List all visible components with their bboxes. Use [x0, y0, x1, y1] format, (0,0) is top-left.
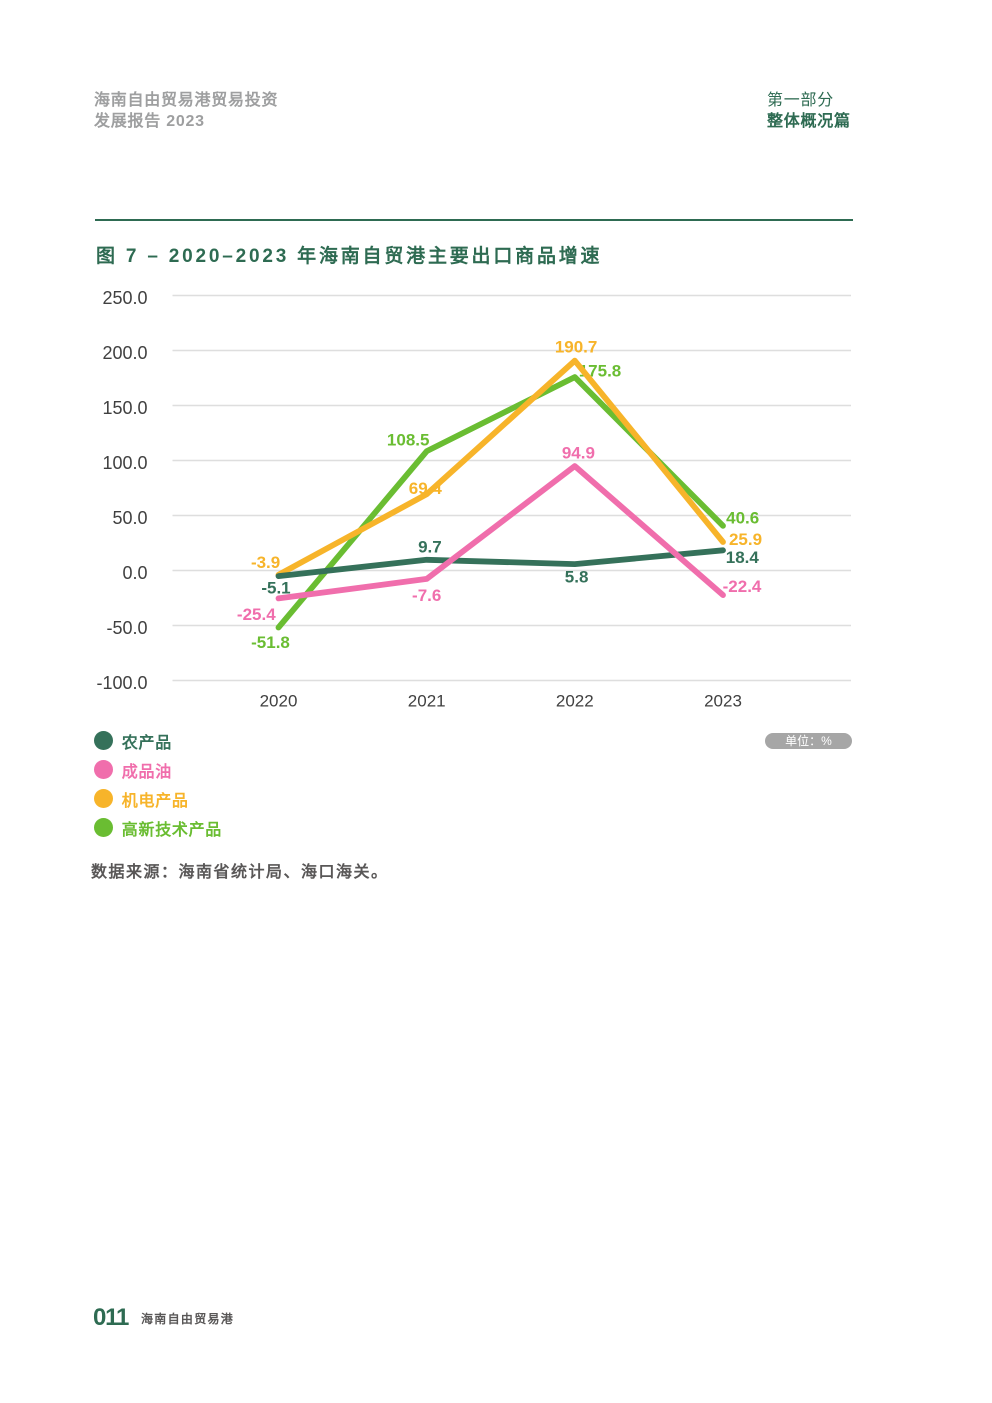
svg-text:190.7: 190.7	[555, 337, 598, 356]
svg-text:-5.1: -5.1	[261, 579, 290, 598]
svg-text:-22.4: -22.4	[723, 577, 762, 596]
svg-text:100.0: 100.0	[102, 453, 147, 473]
svg-text:2023: 2023	[704, 692, 742, 711]
svg-text:150.0: 150.0	[102, 398, 147, 418]
svg-text:18.4: 18.4	[726, 548, 760, 567]
svg-text:9.7: 9.7	[418, 538, 442, 557]
svg-text:-100.0: -100.0	[96, 673, 147, 693]
svg-text:-3.9: -3.9	[251, 553, 280, 572]
svg-text:94.9: 94.9	[562, 444, 595, 463]
svg-text:250.0: 250.0	[102, 288, 147, 308]
svg-text:40.6: 40.6	[726, 508, 759, 527]
svg-text:-25.4: -25.4	[237, 605, 276, 624]
svg-text:200.0: 200.0	[102, 343, 147, 363]
svg-text:5.8: 5.8	[565, 568, 589, 587]
svg-text:50.0: 50.0	[112, 508, 147, 528]
svg-text:2020: 2020	[260, 692, 298, 711]
svg-text:2021: 2021	[408, 692, 446, 711]
svg-text:-51.8: -51.8	[251, 633, 290, 652]
svg-text:0.0: 0.0	[122, 563, 147, 583]
svg-text:108.5: 108.5	[387, 431, 430, 450]
svg-text:25.9: 25.9	[729, 530, 762, 549]
svg-text:2022: 2022	[556, 692, 594, 711]
svg-text:-50.0: -50.0	[106, 618, 147, 638]
svg-text:-7.6: -7.6	[412, 586, 441, 605]
